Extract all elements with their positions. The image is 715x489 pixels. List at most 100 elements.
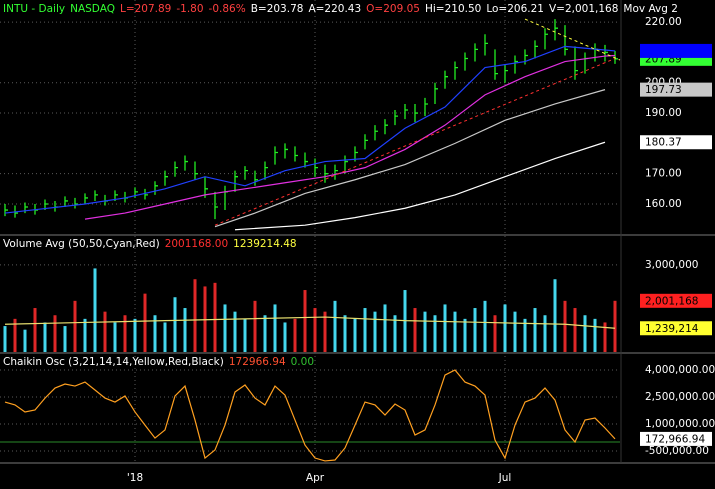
value-badge-label: 2,001,168 (645, 295, 698, 307)
panel-plot (0, 369, 620, 462)
price-bar (514, 55, 518, 74)
volume-bar (543, 315, 547, 352)
volume-bar (383, 304, 387, 352)
volume-bar (233, 311, 237, 352)
y-tick-label: 220.00 (645, 16, 682, 28)
x-tick-label: Apr (306, 472, 325, 484)
price-bar (184, 155, 188, 171)
volume-bar (273, 304, 277, 352)
volume-bar (123, 315, 127, 352)
volume-bar (283, 322, 287, 352)
x-tick-label: Jul (498, 472, 512, 484)
y-tick-label: 1,000,000.00 (645, 418, 715, 430)
legend-entry: B=203.78 (251, 3, 304, 15)
x-tick-label: '18 (127, 472, 143, 484)
legend-entry: V=2,001,168 (549, 3, 618, 15)
volume-bar (443, 304, 447, 352)
volume-bar (173, 297, 177, 352)
price-bar (274, 146, 278, 165)
price-bar (74, 197, 78, 209)
panel-plot (0, 264, 620, 352)
volume-bar (3, 326, 7, 352)
panel-legend: Chaikin Osc (3,21,14,14,Yellow,Red,Black… (3, 356, 314, 368)
legend-entry: A=220.43 (308, 3, 361, 15)
price-bar (494, 49, 498, 80)
trendline (524, 18, 621, 61)
price-bar (554, 19, 558, 41)
trendline (214, 58, 616, 226)
volume-bar (533, 308, 537, 352)
legend-entry: 2001168.00 (165, 238, 228, 250)
price-bar (4, 203, 8, 217)
volume-bar (73, 300, 77, 352)
value-badge-label: 1,239,214 (645, 323, 699, 335)
volume-bar (313, 308, 317, 352)
volume-bar (183, 308, 187, 352)
value-badge (640, 431, 712, 446)
price-bar (504, 64, 508, 83)
price-bar (264, 161, 268, 180)
volume-bar (223, 304, 227, 352)
volume-bar (43, 322, 47, 352)
price-bar (544, 28, 548, 50)
volume-bar (603, 322, 607, 352)
panel-legend: Volume Avg (50,50,Cyan,Red) 2001168.00 123… (3, 238, 297, 250)
volume-bar (513, 311, 517, 352)
legend-entry: Chaikin Osc (3,21,14,14,Yellow,Red,Black… (3, 356, 224, 368)
volume-bar (213, 282, 217, 352)
price-bar (564, 25, 568, 56)
price-bar (364, 134, 368, 150)
legend-entry: INTU - Daily (3, 3, 65, 15)
value-badge (640, 135, 712, 150)
y-tick-label: 170.00 (645, 168, 682, 180)
price-bar (534, 40, 538, 59)
price-bar (484, 34, 488, 56)
series-line (214, 89, 606, 228)
panel-plot (0, 19, 620, 231)
volume-bar (433, 315, 437, 352)
price-bar (214, 191, 218, 220)
volume-bar (33, 308, 37, 352)
value-badge-label: 172,966.94 (645, 433, 705, 445)
price-bar (294, 146, 298, 162)
volume-bar (373, 311, 377, 352)
price-bar (404, 103, 408, 120)
volume-bar (573, 308, 577, 352)
legend-entry: 172966.94 (229, 356, 286, 368)
legend-entry: 1239214.48 (233, 238, 296, 250)
y-tick-label: 160.00 (645, 198, 682, 210)
legend-entry: NASDAQ (70, 3, 115, 15)
value-badge (640, 43, 712, 58)
volume-bar (23, 329, 27, 352)
price-bar (444, 70, 448, 89)
price-bar (284, 143, 288, 159)
price-bar (394, 110, 398, 126)
price-bar (374, 125, 378, 141)
price-bar (64, 196, 68, 208)
volume-bar (493, 315, 497, 352)
price-bar (434, 82, 438, 104)
value-badge-label: 180.37 (645, 137, 682, 149)
price-bar (144, 188, 148, 200)
y-tick-label: 3,000,000 (645, 259, 698, 271)
price-bar (574, 46, 578, 80)
price-bar (474, 43, 478, 62)
legend-entry: Lo=206.21 (486, 3, 544, 15)
price-bar (464, 52, 468, 71)
series-line (84, 54, 616, 220)
y-tick-label: 4,000,000.00 (645, 364, 715, 376)
legend-entry: 0.00 (291, 356, 314, 368)
volume-bar (593, 318, 597, 352)
volume-bar (133, 318, 137, 352)
volume-bar (83, 318, 87, 352)
value-badge (640, 82, 712, 97)
legend-entry: Mov Avg 2 (623, 3, 678, 15)
series-line (4, 316, 616, 329)
price-bar (454, 61, 458, 80)
price-bar (84, 193, 88, 204)
series-line (4, 369, 616, 462)
volume-bar (143, 293, 147, 352)
value-badge (640, 293, 712, 308)
volume-bar (153, 315, 157, 352)
